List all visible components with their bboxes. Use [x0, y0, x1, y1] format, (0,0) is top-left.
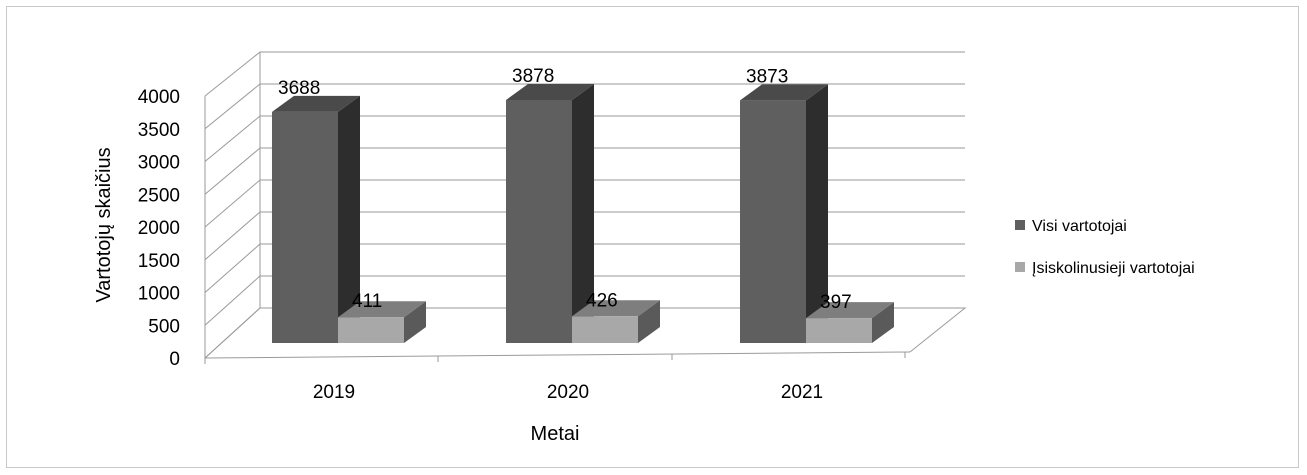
y-tick-label: 0 — [169, 349, 180, 370]
data-label: 3688 — [278, 78, 320, 99]
legend-label-visi: Visi vartotojai — [1032, 218, 1127, 235]
x-tick-label: 2021 — [781, 382, 823, 403]
bar — [572, 316, 638, 343]
bar — [506, 100, 572, 343]
bar-side — [872, 302, 894, 343]
x-axis-line — [204, 351, 911, 359]
legend-swatch-visi — [1015, 220, 1025, 230]
bar-side — [338, 95, 360, 343]
y-tick-label: 1000 — [138, 284, 180, 305]
bar-side — [638, 300, 660, 343]
data-label: 411 — [352, 291, 382, 312]
x-axis-categories: 2019 2020 2021 — [313, 382, 823, 403]
x-axis-title: Metai — [531, 423, 580, 445]
bar-side — [806, 84, 828, 344]
bar-top — [572, 300, 660, 317]
y-tick-label: 2000 — [138, 218, 180, 239]
legend: Visi vartotojai Įsiskolinusieji vartotoj… — [1015, 218, 1195, 277]
y-tick-label: 3500 — [138, 120, 180, 141]
y-axis-ticks: 0 500 1000 1500 2000 2500 3000 3500 4000 — [138, 87, 180, 370]
data-labels: 3688 411 3878 426 3873 397 — [278, 66, 852, 313]
y-tick-label: 3000 — [138, 153, 180, 174]
x-tick-label: 2020 — [547, 382, 589, 403]
data-label: 3873 — [746, 66, 788, 87]
data-label: 3878 — [512, 66, 554, 87]
x-tick-label: 2019 — [313, 382, 355, 403]
y-tick-label: 2500 — [138, 185, 180, 206]
y-tick-label: 4000 — [138, 87, 180, 108]
y-tick-label: 500 — [148, 316, 180, 337]
legend-label-isiskolinusieji: Įsiskolinusieji vartotojai — [1032, 260, 1195, 277]
gridlines — [204, 51, 967, 364]
legend-swatch-isiskolinusieji — [1015, 262, 1025, 272]
bar — [740, 100, 806, 343]
y-tick-label: 1500 — [138, 251, 180, 272]
data-label: 397 — [820, 292, 852, 313]
bars — [272, 84, 894, 344]
bar-top — [740, 84, 828, 101]
bar — [272, 111, 338, 343]
bar-top — [338, 301, 426, 318]
bar-top — [506, 84, 594, 100]
bar-top — [272, 95, 360, 112]
bar-side — [404, 301, 426, 343]
data-label: 426 — [586, 290, 618, 311]
bar — [806, 318, 872, 343]
bar-top — [806, 302, 894, 319]
bar — [338, 317, 404, 343]
bar-side — [572, 84, 594, 343]
y-axis-title: Vartotojų skaičius — [93, 147, 115, 302]
